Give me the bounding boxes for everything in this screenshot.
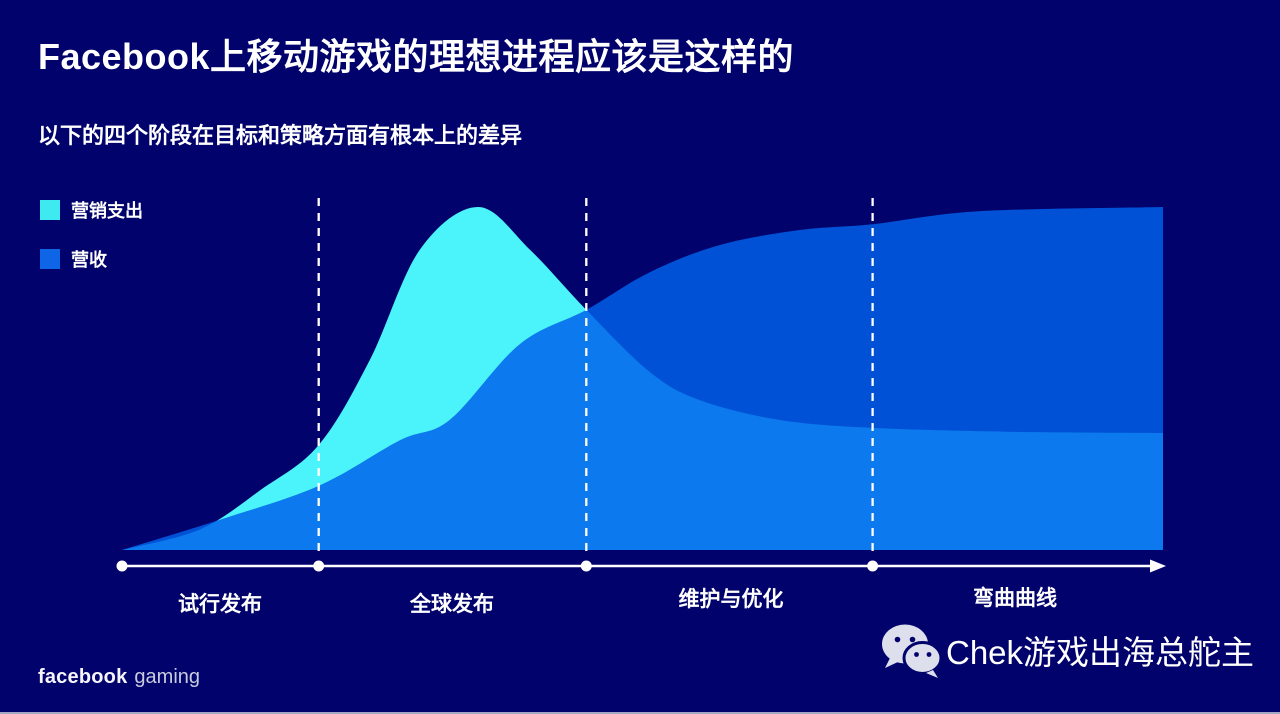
gaming-wordmark: gaming [134, 666, 201, 688]
axis-phase-dot [580, 560, 592, 572]
page-subtitle: 以下的四个阶段在目标和策略方面有根本上的差异 [38, 123, 523, 148]
x-axis-arrow-icon [1150, 559, 1166, 573]
x-axis [116, 559, 1166, 573]
marketing-swatch-icon [40, 200, 60, 220]
wechat-account-name: Chek游戏出海总舵主 [946, 634, 1255, 671]
wechat-badge: Chek游戏出海总舵主 [878, 620, 1254, 680]
legend-item-revenue: 营收 [40, 246, 143, 272]
legend-label-revenue: 营收 [71, 250, 107, 270]
revenue-area [122, 207, 1163, 550]
legend-label-marketing: 营销支出 [71, 201, 143, 221]
legend-item-marketing: 营销支出 [40, 197, 143, 223]
facebook-gaming-logo: facebook gaming [38, 666, 200, 689]
wechat-icon [882, 624, 942, 678]
page-title: Facebook上移动游戏的理想进程应该是这样的 [38, 36, 795, 77]
revenue-swatch-icon [40, 249, 60, 269]
axis-phase-dot [313, 560, 325, 572]
axis-phase-dot [867, 560, 879, 572]
wechat-small-bubble [902, 641, 942, 678]
axis-phase-dot [116, 560, 128, 572]
bottom-divider-line [0, 712, 1280, 714]
facebook-wordmark: facebook [38, 666, 128, 688]
chart-legend: 营销支出 营收 [40, 197, 143, 295]
